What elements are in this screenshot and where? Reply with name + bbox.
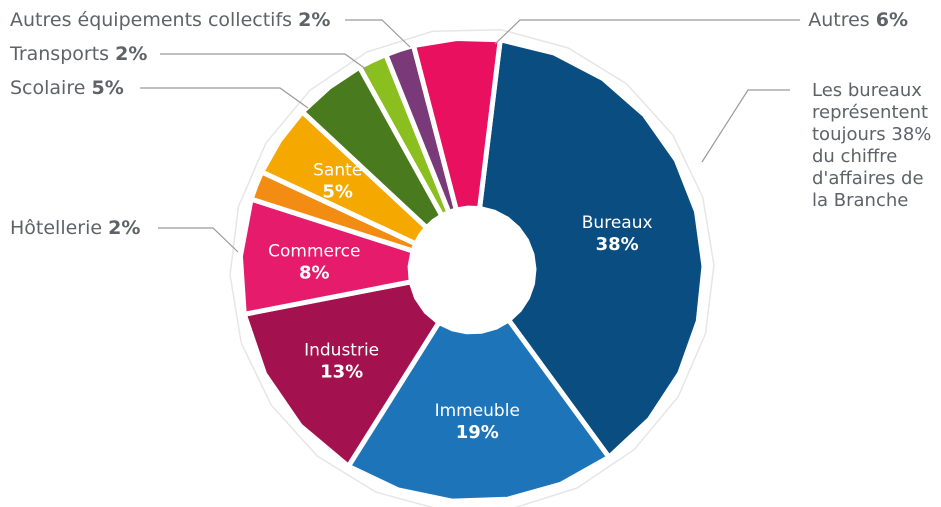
leader-scolaire: [140, 87, 309, 109]
slice-label-industrie: Industrie: [304, 340, 379, 360]
slice-label-bureaux: Bureaux: [582, 213, 653, 233]
outside-label-scolaire: Scolaire 5%: [10, 77, 124, 99]
slice-label-commerce: Commerce: [268, 242, 360, 262]
slice-value-bureaux: 38%: [596, 234, 639, 255]
slice-value-sante: 5%: [322, 181, 353, 202]
slice-label-sante: Santé: [313, 160, 362, 180]
slice-value-commerce: 8%: [299, 263, 330, 284]
note-text: Les bureaux représentent toujours 38% du ch…: [812, 80, 931, 211]
leader-hotellerie: [158, 227, 239, 253]
donut-slices: [237, 36, 707, 504]
leader-lines: [140, 19, 800, 253]
slice-value-industrie: 13%: [320, 361, 363, 382]
outside-label-hotellerie: Hôtellerie 2%: [10, 217, 140, 239]
leader-autres: [494, 19, 800, 45]
outside-label-transports: Transports 2%: [9, 43, 147, 65]
outside-label-autres: Autres 6%: [808, 9, 908, 31]
slice-value-immeuble: 19%: [456, 422, 499, 443]
leader-note: [701, 89, 790, 163]
leader-transports: [160, 53, 371, 73]
slice-label-immeuble: Immeuble: [435, 401, 520, 421]
outside-labels: Autres équipements collectifs 2% Transpor…: [9, 9, 908, 239]
donut-center-hole: [408, 207, 533, 333]
leader-autres-equipements-collectifs: [345, 19, 411, 48]
outside-label-autres-equipements-collectifs: Autres équipements collectifs 2%: [10, 9, 330, 31]
donut-hole: [408, 207, 533, 333]
